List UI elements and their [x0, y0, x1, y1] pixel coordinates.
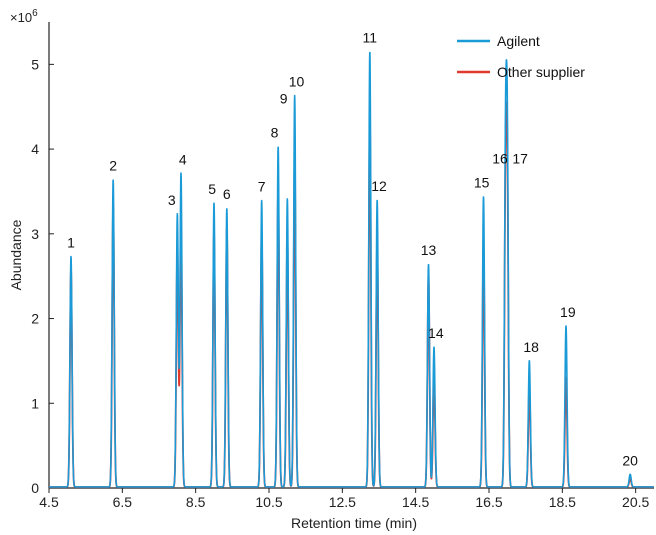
peak-label: 17 [512, 151, 528, 167]
peak-label: 16 [492, 151, 508, 167]
peak-label: 10 [289, 74, 305, 90]
peak-label: 1 [67, 235, 75, 251]
legend-label-agilent: Agilent [497, 33, 540, 49]
x-axis-label: Retention time (min) [291, 515, 417, 531]
peak-label: 5 [208, 181, 216, 197]
y-tick-label: 4 [31, 141, 39, 157]
peak-label: 15 [474, 174, 490, 190]
x-tick-label: 8.5 [186, 494, 206, 510]
x-tick-label: 4.5 [39, 494, 59, 510]
peak-label: 12 [371, 178, 387, 194]
peak-label: 18 [523, 339, 539, 355]
peak-label: 9 [280, 91, 288, 107]
x-tick-label: 20.5 [622, 494, 649, 510]
x-tick-label: 10.5 [255, 494, 282, 510]
peak-label: 7 [258, 179, 266, 195]
y-tick-label: 5 [31, 56, 39, 72]
legend: Agilent Other supplier [457, 33, 585, 80]
x-ticks: 4.5 6.5 8.5 10.5 12.5 14.5 16.5 18.5 20.5 [39, 488, 650, 510]
peak-label: 11 [363, 30, 378, 46]
x-tick-label: 12.5 [329, 494, 356, 510]
x-tick-label: 14.5 [402, 494, 429, 510]
y-multiplier-label: ×106 [10, 8, 38, 25]
x-tick-label: 18.5 [549, 494, 576, 510]
y-tick-label: 3 [31, 226, 39, 242]
peak-label: 3 [168, 192, 176, 208]
series-line-agilent [48, 51, 655, 488]
peak-label: 13 [421, 242, 437, 258]
y-tick-label: 0 [31, 480, 39, 496]
y-tick-label: 2 [31, 311, 39, 327]
y-ticks: 0 1 2 3 4 5 [31, 56, 54, 496]
peak-label: 2 [109, 157, 117, 173]
series-traces [48, 51, 655, 488]
peak-label: 19 [560, 304, 576, 320]
y-axis-label: Abundance [8, 219, 24, 290]
x-tick-label: 16.5 [475, 494, 502, 510]
legend-label-other-supplier: Other supplier [497, 64, 585, 80]
peak-label: 8 [271, 124, 279, 140]
peak-label: 4 [179, 152, 187, 168]
x-tick-label: 6.5 [113, 494, 133, 510]
peak-label: 14 [428, 325, 444, 341]
peak-label: 6 [223, 186, 231, 202]
peak-label: 20 [622, 452, 638, 468]
series-line-other-supplier [48, 101, 655, 488]
y-tick-label: 1 [31, 395, 39, 411]
y-multiplier-base: ×10 [10, 10, 32, 25]
y-multiplier-exponent: 6 [32, 8, 38, 19]
